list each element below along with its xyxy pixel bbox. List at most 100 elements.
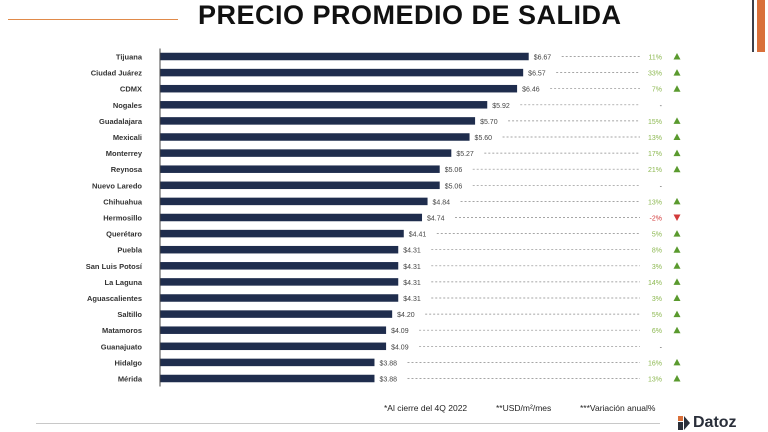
accent-stripe-gray [752, 0, 754, 52]
up-arrow-icon [673, 197, 681, 205]
category-label: Tijuana [116, 53, 143, 62]
category-label: Saltillo [117, 310, 142, 319]
up-arrow-icon [673, 53, 681, 60]
variation-label: 21% [648, 167, 662, 174]
variation-label: 11% [649, 55, 663, 62]
category-label: Ciudad Juárez [91, 69, 143, 78]
bar [160, 262, 399, 270]
value-label: $5.06 [445, 183, 463, 190]
variation-label: 17% [648, 151, 662, 158]
value-label: $5.92 [492, 103, 510, 110]
variation-label: - [660, 183, 663, 190]
up-arrow-icon [673, 85, 681, 92]
value-label: $6.67 [534, 55, 552, 62]
bar [160, 229, 404, 238]
value-label: $6.57 [528, 71, 546, 78]
bar [160, 101, 488, 109]
category-label: Chihuahua [103, 197, 143, 206]
bar [160, 181, 440, 190]
variation-label: 5% [652, 232, 662, 239]
variation-label: 13% [648, 377, 662, 384]
value-label: $5.27 [456, 151, 474, 158]
value-label: $4.31 [403, 248, 421, 255]
up-arrow-icon [673, 230, 681, 237]
bar [160, 310, 393, 318]
category-label: San Luis Potosí [86, 262, 143, 271]
value-label: $6.46 [522, 87, 540, 94]
logo-text: Datoz [693, 414, 737, 431]
category-label: Hermosillo [103, 214, 142, 223]
variation-label: 13% [648, 135, 662, 142]
bar [160, 149, 452, 157]
bar [160, 117, 476, 125]
variation-label: 3% [652, 264, 662, 271]
value-label: $5.70 [480, 119, 498, 126]
category-label: Nogales [113, 101, 142, 110]
footnote-period: *Al cierre del 4Q 2022 [384, 403, 468, 413]
bar [160, 278, 399, 286]
variation-label: 3% [652, 296, 662, 303]
bar [160, 245, 399, 254]
down-arrow-icon [673, 214, 681, 221]
category-label: Monterrey [106, 149, 143, 158]
category-label: Guadalajara [99, 117, 143, 126]
bottom-rule [36, 423, 660, 424]
up-arrow-icon [673, 375, 681, 382]
bar [160, 213, 423, 222]
bar [160, 52, 529, 61]
bar [160, 326, 387, 334]
bar [160, 294, 399, 302]
variation-label: 6% [652, 328, 662, 335]
up-arrow-icon [673, 165, 681, 173]
variation-label: 13% [648, 199, 662, 206]
bar [160, 358, 375, 367]
bar [160, 342, 387, 351]
variation-label: 16% [648, 360, 662, 367]
datoz-logo: Datoz [678, 414, 737, 432]
category-label: Hidalgo [115, 358, 143, 367]
value-label: $4.09 [391, 328, 409, 335]
bar [160, 68, 524, 77]
up-arrow-icon [673, 278, 681, 285]
bar [160, 133, 470, 141]
value-label: $3.88 [379, 360, 397, 367]
value-label: $5.60 [475, 135, 493, 142]
variation-label: - [660, 344, 663, 351]
variation-label: 8% [652, 248, 662, 255]
value-label: $4.31 [403, 280, 421, 287]
category-label: Nuevo Laredo [92, 181, 142, 190]
title-rule [8, 19, 178, 20]
bar [160, 374, 375, 383]
variation-label: - [660, 103, 663, 110]
footnote-unit: **USD/m²/mes [496, 403, 552, 413]
value-label: $4.74 [427, 216, 445, 223]
up-arrow-icon [673, 310, 681, 318]
category-label: Puebla [117, 246, 142, 255]
variation-label: 14% [648, 280, 662, 287]
value-label: $4.09 [391, 344, 409, 351]
up-arrow-icon [673, 294, 681, 301]
category-label: Reynosa [111, 165, 143, 174]
value-label: $4.41 [409, 232, 427, 239]
variation-label: -2% [650, 216, 662, 223]
up-arrow-icon [673, 326, 681, 334]
up-arrow-icon [673, 262, 681, 269]
category-label: La Laguna [104, 278, 142, 287]
value-label: $4.84 [433, 199, 451, 206]
variation-label: 5% [652, 312, 662, 319]
footnote-variation: ***Variación anual% [580, 403, 656, 413]
category-label: Aguascalientes [87, 294, 142, 303]
variation-label: 15% [648, 119, 662, 126]
up-arrow-icon [673, 133, 681, 140]
value-label: $3.88 [379, 377, 397, 384]
category-label: Guanajuato [101, 342, 143, 351]
bar [160, 197, 428, 206]
value-label: $4.31 [403, 264, 421, 271]
datoz-logo-icon [678, 416, 690, 430]
variation-label: 33% [648, 71, 662, 78]
value-label: $4.20 [397, 312, 415, 319]
up-arrow-icon [673, 246, 681, 253]
page-title: PRECIO PROMEDIO DE SALIDA [198, 0, 622, 30]
variation-label: 7% [652, 87, 662, 94]
